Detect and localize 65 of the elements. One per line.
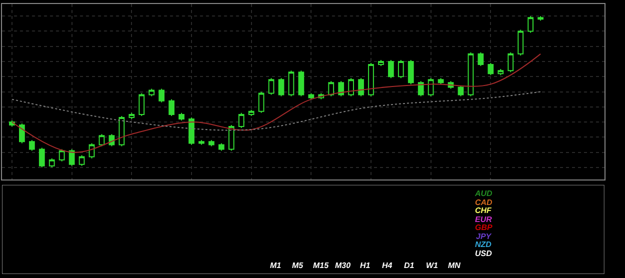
candlestick	[128, 112, 135, 120]
candlestick	[258, 91, 264, 114]
text: M30	[335, 261, 352, 270]
legend-label: EUR	[475, 215, 492, 224]
candlestick	[298, 70, 304, 97]
candlestick	[508, 52, 514, 73]
candlestick	[228, 124, 234, 152]
candlestick	[19, 123, 25, 144]
candlestick	[188, 116, 194, 146]
candlestick	[168, 98, 174, 116]
candlestick	[268, 78, 274, 96]
candlestick	[148, 88, 155, 97]
candlestick	[118, 115, 125, 147]
candlestick	[48, 158, 55, 168]
candlestick	[438, 78, 444, 85]
candlestick	[358, 78, 364, 97]
candlestick	[368, 62, 374, 97]
candlestick	[478, 52, 484, 67]
candlestick	[178, 112, 184, 121]
text: MN	[448, 261, 461, 270]
legend-label: CAD	[475, 198, 493, 207]
legend-label: NZD	[475, 240, 492, 249]
text: M1	[270, 261, 282, 270]
text: D1	[404, 261, 415, 270]
text: H4	[382, 261, 393, 270]
candlestick	[518, 29, 524, 56]
legend-label: GBP	[475, 223, 493, 232]
legend-label: JPY	[476, 232, 492, 241]
candlestick	[378, 59, 384, 67]
candlestick	[238, 112, 244, 129]
candlestick	[58, 148, 65, 162]
candlestick	[308, 92, 314, 100]
text: M15	[313, 261, 330, 270]
candlestick	[38, 147, 45, 168]
candlestick	[418, 80, 424, 97]
candlestick	[68, 148, 75, 166]
candlestick	[348, 78, 354, 97]
text: M5	[292, 261, 304, 270]
candlestick	[528, 16, 534, 34]
candlestick	[388, 59, 394, 79]
candlestick	[218, 142, 224, 152]
legend-label: AUD	[474, 189, 493, 198]
candlestick	[248, 109, 254, 116]
candlestick	[498, 68, 504, 76]
candlestick	[28, 140, 35, 152]
candlestick	[278, 78, 284, 97]
candlestick	[208, 140, 214, 147]
candlestick	[138, 92, 145, 116]
legend-label: CHF	[475, 206, 493, 215]
candlestick	[398, 59, 404, 79]
candlestick	[458, 85, 464, 97]
candlestick	[408, 59, 414, 85]
candlestick	[288, 70, 294, 97]
candlestick	[468, 52, 474, 97]
text: H1	[360, 261, 371, 270]
candlestick	[538, 16, 544, 22]
legend-label: USD	[475, 249, 492, 258]
candlestick	[78, 154, 85, 166]
candlestick	[198, 140, 204, 146]
candlestick	[428, 78, 434, 97]
candlestick	[328, 80, 334, 97]
candlestick	[158, 88, 165, 103]
text: W1	[426, 261, 439, 270]
candlestick	[338, 80, 344, 97]
candlestick	[488, 62, 494, 76]
